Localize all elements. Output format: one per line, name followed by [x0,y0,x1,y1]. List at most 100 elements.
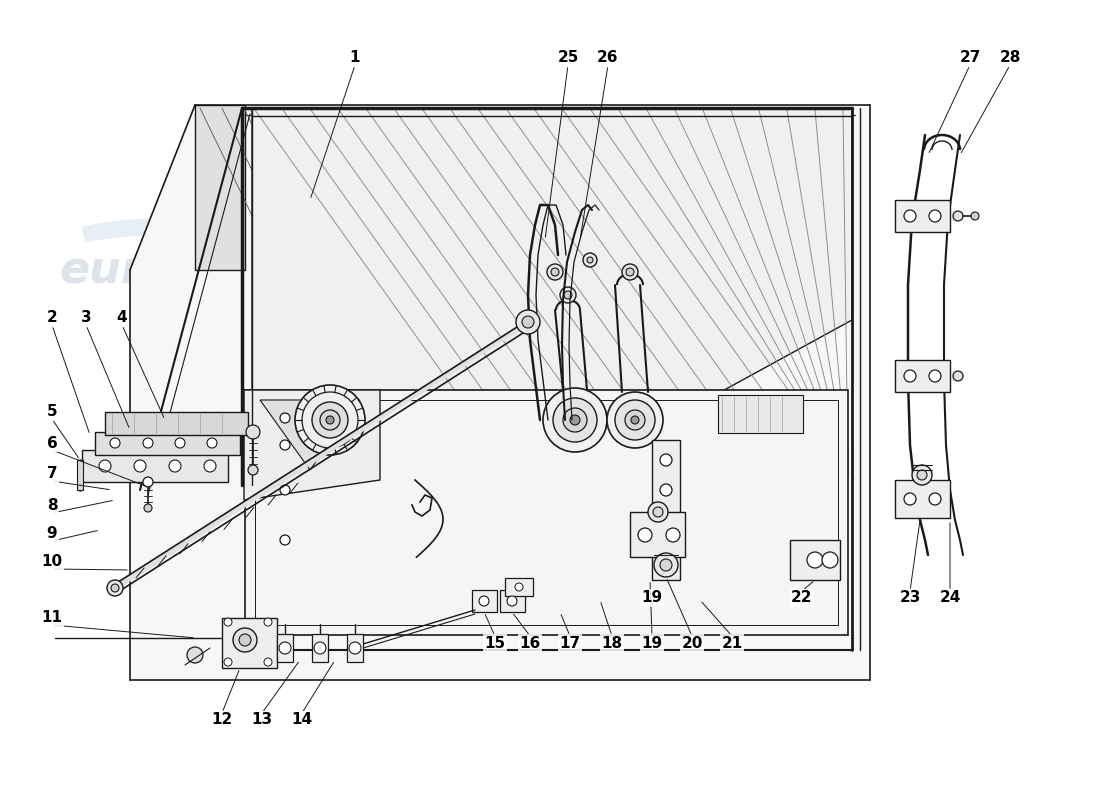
Bar [652,440,680,580]
Circle shape [295,385,365,455]
Text: 12: 12 [211,713,232,727]
Text: 24: 24 [939,590,960,606]
Bar [505,578,534,596]
Text: 5: 5 [46,405,57,419]
Bar [346,634,363,662]
Circle shape [233,628,257,652]
Circle shape [904,493,916,505]
Circle shape [349,642,361,654]
Circle shape [187,647,204,663]
Text: 3: 3 [80,310,91,326]
Text: eurospares: eurospares [460,458,740,502]
Circle shape [248,465,258,475]
Circle shape [648,502,668,522]
Text: eurospares: eurospares [59,249,341,291]
Text: 13: 13 [252,713,273,727]
Polygon shape [82,450,228,482]
Polygon shape [130,105,870,680]
Circle shape [169,460,182,472]
Circle shape [660,454,672,466]
Circle shape [144,504,152,512]
Circle shape [326,416,334,424]
Circle shape [583,253,597,267]
Circle shape [111,584,119,592]
Circle shape [264,658,272,666]
Circle shape [224,658,232,666]
Text: 23: 23 [900,590,921,606]
Text: 17: 17 [560,635,581,650]
Circle shape [587,257,593,263]
Circle shape [822,552,838,568]
Circle shape [551,268,559,276]
Polygon shape [104,412,248,435]
Bar [895,200,950,232]
Circle shape [134,460,146,472]
Circle shape [631,416,639,424]
Text: 7: 7 [46,466,57,482]
Circle shape [570,415,580,425]
Circle shape [207,438,217,448]
Text: 16: 16 [519,635,540,650]
Bar [630,512,685,557]
Circle shape [660,484,672,496]
Circle shape [560,287,576,303]
Circle shape [516,310,540,334]
Circle shape [615,400,654,440]
Bar [77,460,82,490]
Text: 1: 1 [350,50,361,66]
Circle shape [653,507,663,517]
Text: 18: 18 [602,635,623,650]
Circle shape [522,316,534,328]
Text: 25: 25 [558,50,579,66]
Circle shape [660,524,672,536]
Circle shape [314,642,326,654]
Text: 4: 4 [117,310,128,326]
Circle shape [280,413,290,423]
Polygon shape [245,390,848,635]
Text: 19: 19 [641,635,662,650]
Circle shape [660,559,672,571]
Circle shape [807,552,823,568]
Circle shape [553,398,597,442]
Circle shape [607,392,663,448]
Text: 22: 22 [791,590,813,606]
Text: 15: 15 [484,635,506,650]
Circle shape [143,477,153,487]
Circle shape [547,264,563,280]
Polygon shape [244,390,380,500]
Circle shape [515,583,522,591]
Circle shape [953,371,962,381]
Circle shape [224,618,232,626]
Circle shape [904,210,916,222]
Circle shape [320,410,340,430]
Circle shape [621,264,638,280]
Circle shape [654,553,678,577]
Circle shape [246,425,260,439]
Circle shape [279,642,292,654]
Text: 10: 10 [42,554,63,570]
Circle shape [953,211,962,221]
Bar [255,400,838,625]
Circle shape [280,440,290,450]
Text: 11: 11 [42,610,63,626]
Polygon shape [252,108,852,480]
Text: 26: 26 [597,50,618,66]
Circle shape [264,618,272,626]
Circle shape [478,596,490,606]
Circle shape [660,559,672,571]
Circle shape [507,596,517,606]
Text: 20: 20 [681,635,703,650]
Circle shape [99,460,111,472]
Circle shape [204,460,216,472]
Circle shape [563,408,587,432]
Text: 21: 21 [722,635,742,650]
Circle shape [971,212,979,220]
Circle shape [625,410,645,430]
Circle shape [107,580,123,596]
Bar [222,618,277,668]
Circle shape [280,535,290,545]
Circle shape [666,528,680,542]
Circle shape [930,370,940,382]
Circle shape [904,370,916,382]
Circle shape [626,268,634,276]
